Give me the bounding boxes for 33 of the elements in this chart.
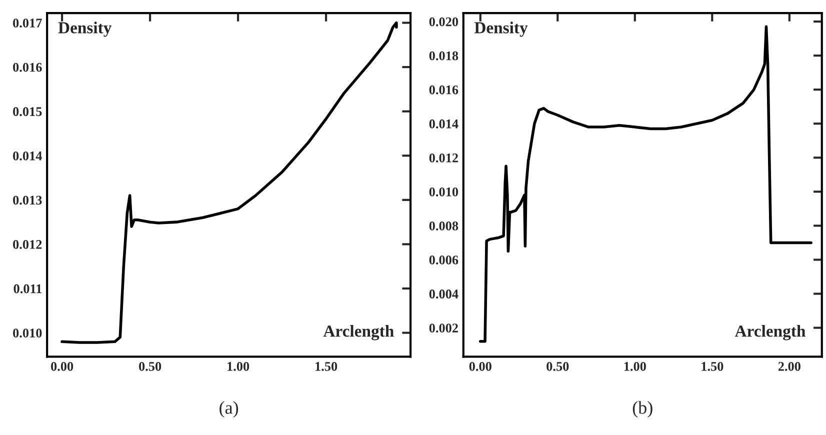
x-tick-label: 1.50 — [316, 362, 338, 371]
text: (a) — [220, 401, 238, 418]
y-tick-label: 0.012 — [13, 240, 42, 249]
y-tick-label: 0.015 — [13, 107, 42, 116]
x-tick-label: 0.50 — [139, 362, 162, 371]
y-tick-label: 0.010 — [13, 328, 42, 338]
y-axis-title: Density — [58, 22, 112, 37]
y-tick-label: 0.002 — [429, 324, 458, 333]
y-axis-title: Density — [474, 22, 528, 37]
y-tick-label: 0.012 — [429, 153, 458, 162]
y-tick-label: 0.016 — [13, 62, 42, 72]
y-tick-label: 0.014 — [13, 151, 42, 160]
y-tick-label: 0.016 — [429, 85, 458, 94]
x-tick-label: 1.00 — [624, 362, 646, 371]
text: (b) — [632, 401, 652, 418]
y-tick-label: 0.011 — [14, 284, 42, 294]
x-tick-label: 1.00 — [228, 362, 250, 371]
y-tick-label: 0.013 — [13, 196, 42, 205]
y-tick-label: 0.017 — [13, 18, 42, 28]
x-tick-label: 1.50 — [702, 362, 724, 371]
y-tick-label: 0.004 — [429, 290, 458, 299]
x-axis-title: Arclength — [734, 325, 806, 340]
y-tick-label: 0.008 — [429, 222, 458, 230]
y-tick-label: 0.020 — [429, 17, 458, 26]
x-tick-label: 0.50 — [546, 362, 569, 371]
x-tick-label: 0.00 — [51, 362, 74, 371]
x-axis-title: Arclength — [323, 325, 394, 340]
x-tick-label: 0.00 — [469, 362, 492, 371]
y-tick-label: 0.014 — [429, 119, 458, 128]
x-tick-label: 2.00 — [778, 362, 800, 371]
y-tick-label: 0.010 — [429, 187, 458, 196]
y-tick-label: 0.018 — [429, 51, 458, 60]
y-tick-label: 0.006 — [429, 256, 458, 264]
